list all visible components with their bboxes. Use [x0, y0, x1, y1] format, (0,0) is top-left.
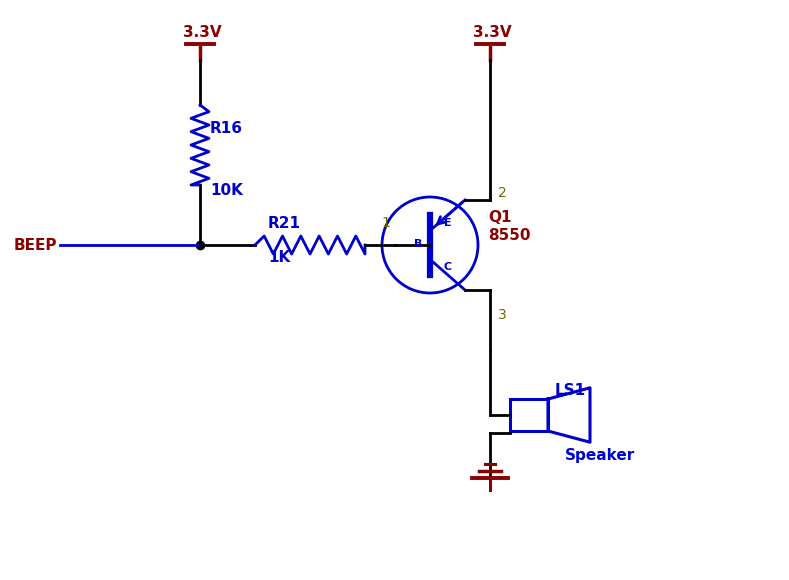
- Text: LS1: LS1: [555, 383, 585, 398]
- Text: 1: 1: [381, 216, 390, 230]
- Text: 10K: 10K: [210, 183, 243, 198]
- Text: B: B: [413, 239, 422, 249]
- Text: C: C: [444, 262, 452, 272]
- Text: 3: 3: [498, 308, 507, 322]
- Text: Q1: Q1: [488, 210, 511, 225]
- Text: 1K: 1K: [268, 250, 290, 265]
- Text: 3.3V: 3.3V: [183, 25, 221, 40]
- Bar: [510, 399, 548, 431]
- Text: R21: R21: [268, 216, 301, 231]
- Text: BEEP: BEEP: [13, 237, 57, 252]
- Text: Speaker: Speaker: [565, 448, 635, 463]
- Text: E: E: [444, 218, 451, 228]
- Text: 3.3V: 3.3V: [473, 25, 511, 40]
- Text: 2: 2: [498, 186, 507, 200]
- Text: 8550: 8550: [488, 228, 530, 243]
- Text: R16: R16: [210, 121, 243, 136]
